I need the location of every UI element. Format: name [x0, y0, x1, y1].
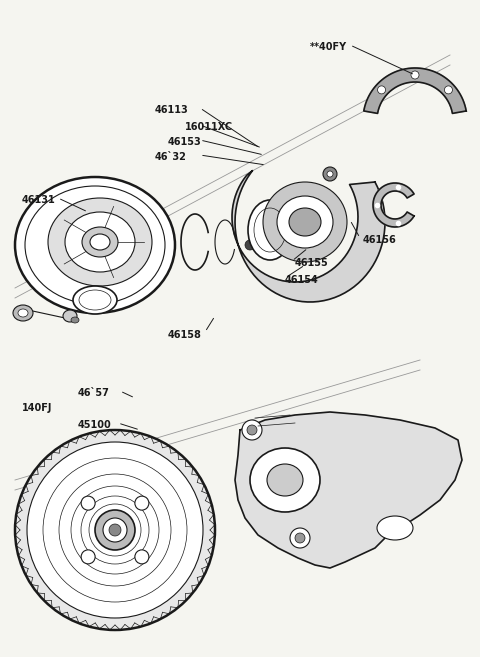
Text: 45100: 45100 [78, 420, 112, 430]
Ellipse shape [411, 71, 419, 79]
Text: 46113: 46113 [155, 105, 189, 115]
Text: 46`32: 46`32 [155, 152, 187, 162]
Ellipse shape [65, 212, 135, 272]
Ellipse shape [95, 510, 135, 550]
Ellipse shape [277, 196, 333, 248]
Text: 16011XC: 16011XC [185, 122, 233, 132]
Text: 46153: 46153 [168, 137, 202, 147]
Ellipse shape [247, 425, 257, 435]
Ellipse shape [327, 171, 333, 177]
Ellipse shape [135, 496, 149, 510]
Polygon shape [364, 68, 466, 114]
Ellipse shape [81, 496, 95, 510]
Text: 140FJ: 140FJ [22, 403, 52, 413]
Ellipse shape [18, 309, 28, 317]
Ellipse shape [378, 86, 385, 94]
Ellipse shape [245, 240, 255, 250]
Text: 46156: 46156 [363, 235, 397, 245]
Ellipse shape [73, 286, 117, 314]
Ellipse shape [323, 167, 337, 181]
Ellipse shape [15, 177, 175, 313]
Ellipse shape [82, 227, 118, 257]
Ellipse shape [248, 200, 292, 260]
Polygon shape [235, 412, 462, 568]
Ellipse shape [289, 208, 321, 236]
Text: **40FY: **40FY [310, 42, 347, 52]
Ellipse shape [90, 234, 110, 250]
Polygon shape [373, 183, 414, 227]
Ellipse shape [444, 86, 453, 94]
Ellipse shape [377, 516, 413, 540]
Ellipse shape [71, 317, 79, 323]
Ellipse shape [48, 198, 152, 286]
Text: 46154: 46154 [285, 275, 319, 285]
Ellipse shape [290, 528, 310, 548]
Ellipse shape [13, 305, 33, 321]
Text: 46155: 46155 [295, 258, 329, 268]
Ellipse shape [295, 533, 305, 543]
Ellipse shape [242, 420, 262, 440]
Text: 46131: 46131 [22, 195, 56, 205]
Polygon shape [232, 171, 385, 302]
Ellipse shape [263, 182, 347, 262]
Ellipse shape [63, 310, 77, 322]
Ellipse shape [250, 448, 320, 512]
Ellipse shape [103, 518, 127, 542]
Ellipse shape [267, 464, 303, 496]
Text: 46`57: 46`57 [78, 388, 110, 398]
Text: 46158: 46158 [168, 330, 202, 340]
Ellipse shape [135, 550, 149, 564]
Ellipse shape [15, 430, 215, 630]
Ellipse shape [81, 550, 95, 564]
Ellipse shape [109, 524, 121, 536]
Ellipse shape [27, 442, 203, 618]
